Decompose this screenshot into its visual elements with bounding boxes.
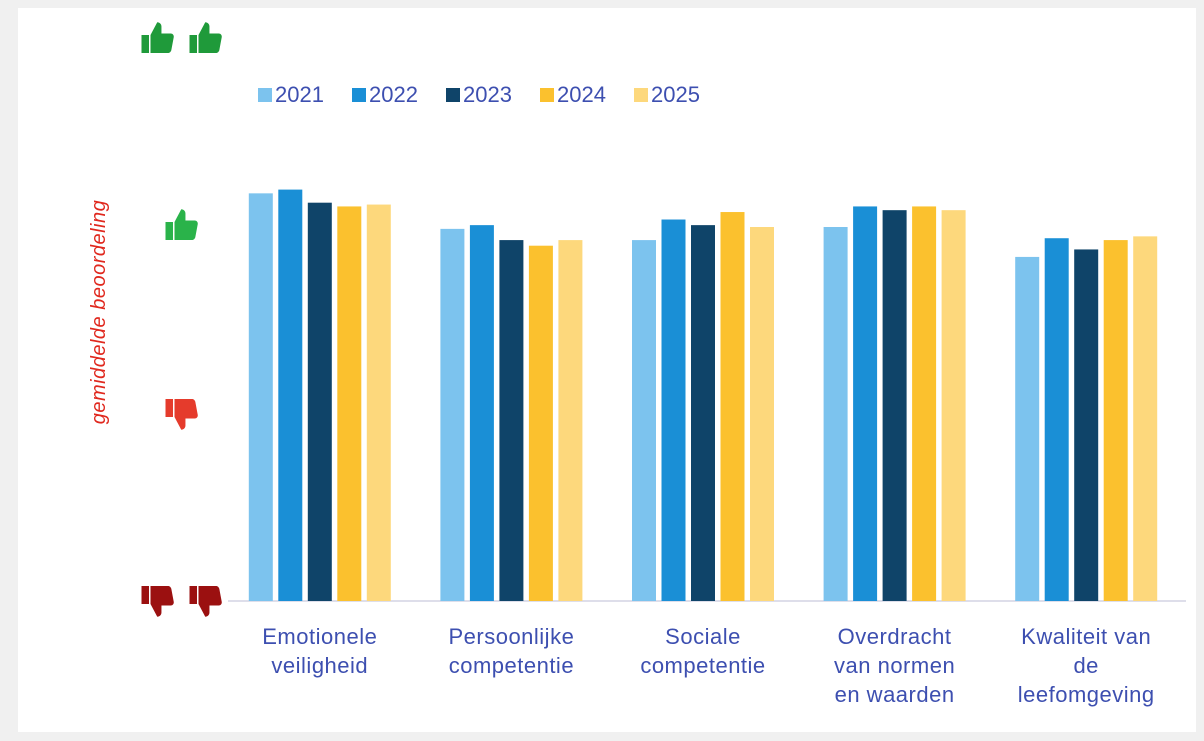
bar [661,219,686,601]
bar [366,204,391,601]
bar [248,193,273,601]
bar [1044,238,1069,601]
bar [1074,249,1099,601]
legend-swatch [540,88,554,102]
bar [941,210,966,602]
thumb [189,586,222,617]
bar [528,245,553,601]
legend-label: 2025 [651,82,700,107]
thumb [141,22,174,53]
bar [307,202,332,601]
y-tick-icon [165,399,198,430]
x-tick-label: Emotionele veiligheid [262,624,378,678]
legend-label: 2022 [369,82,418,107]
bar [632,240,656,601]
thumb [165,209,198,240]
thumb [189,22,222,53]
legend-swatch [258,88,272,102]
bar [882,210,907,602]
legend-swatch [446,88,460,102]
bar [1103,240,1128,601]
x-tick-label: Persoonlijke competentie [448,624,575,678]
y-tick-icon [141,586,222,617]
y-tick-icon [165,209,198,240]
bar [853,206,878,601]
thumb [165,399,198,430]
legend-swatch [352,88,366,102]
legend-swatch [634,88,648,102]
y-tick-icon [141,22,222,53]
bar [720,212,745,602]
bar [823,227,848,601]
legend-label: 2024 [557,82,606,107]
bar [440,228,465,601]
y-axis-label: gemiddelde beoordeling [88,200,110,425]
chart-panel [18,8,1196,732]
bar [469,225,494,601]
bar [750,227,774,601]
x-tick-label: Overdracht van normen en waarden [834,624,956,707]
legend-label: 2021 [275,82,324,107]
bar [558,240,583,601]
legend-label: 2023 [463,82,512,107]
bar [691,225,715,601]
x-tick-label: Kwaliteit van de leefomgeving [1017,624,1155,707]
bar [1015,256,1040,601]
x-tick-label: Sociale competentie [640,624,766,678]
bar [278,189,303,601]
bar [1133,236,1158,601]
thumb [141,586,174,617]
bar [337,206,362,601]
bar [912,206,937,601]
bar [499,240,524,601]
